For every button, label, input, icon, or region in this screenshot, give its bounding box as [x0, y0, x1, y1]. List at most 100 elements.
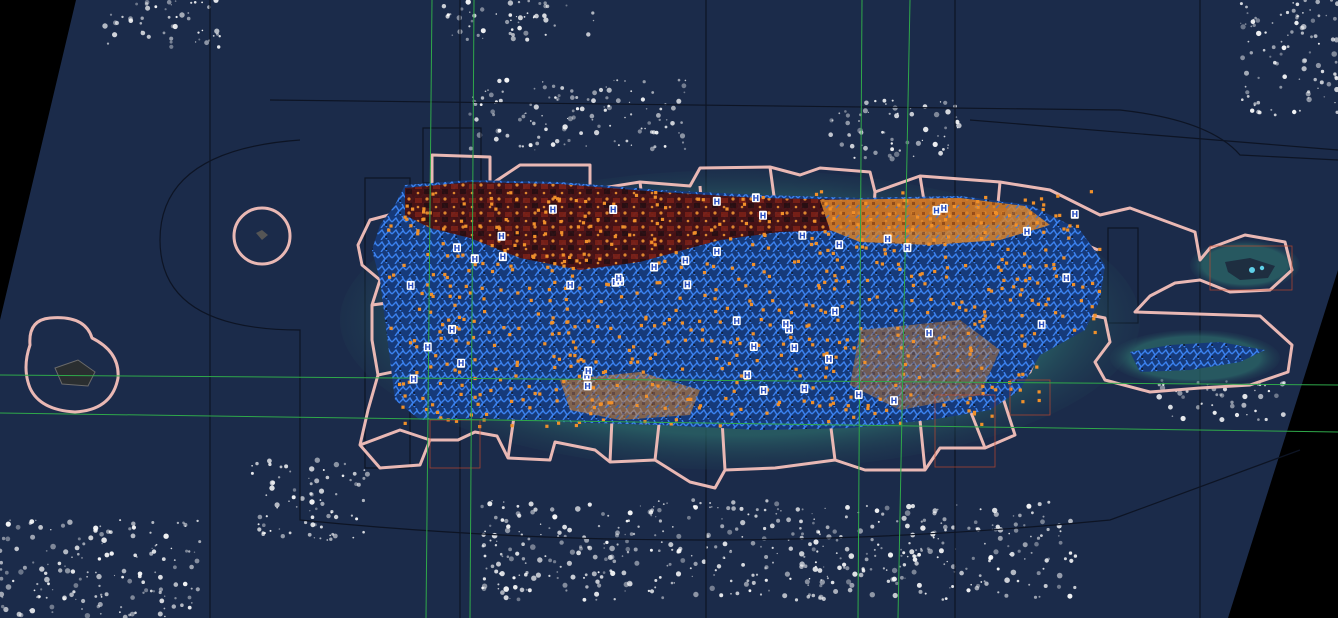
hospital-marker[interactable]: H — [448, 324, 457, 335]
hospital-marker[interactable]: H — [423, 342, 432, 352]
hospital-marker[interactable]: H — [457, 358, 466, 369]
hospital-marker[interactable]: H — [925, 328, 933, 339]
hospital-marker[interactable]: H — [712, 196, 721, 207]
cloud-speck — [501, 506, 505, 510]
cloud-speck — [1004, 593, 1009, 598]
hospital-marker[interactable]: H — [835, 240, 844, 250]
cloud-speck — [1056, 584, 1062, 589]
hospital-marker[interactable]: H — [1023, 226, 1031, 237]
hospital-marker[interactable]: H — [497, 231, 506, 242]
cloud-speck — [720, 524, 725, 529]
cloud-speck — [520, 533, 523, 536]
cloud-speck — [465, 37, 469, 42]
facility-point — [476, 402, 480, 406]
cloud-speck — [684, 79, 687, 82]
facility-point — [933, 269, 937, 274]
hospital-marker[interactable]: H — [732, 316, 741, 326]
facility-point — [755, 359, 759, 363]
cloud-speck — [873, 150, 878, 155]
facility-point — [752, 262, 756, 267]
hospital-marker[interactable]: H — [759, 210, 767, 221]
hospital-marker[interactable]: H — [759, 386, 768, 396]
cloud-speck — [877, 543, 880, 546]
hospital-marker[interactable]: H — [781, 319, 790, 329]
hospital-marker[interactable]: H — [932, 206, 941, 216]
facility-point — [976, 200, 980, 204]
facility-point — [401, 382, 406, 386]
hospital-marker[interactable]: H — [584, 366, 593, 377]
hospital-marker[interactable]: H — [830, 306, 839, 317]
cloud-speck — [607, 555, 613, 560]
cloud-speck — [81, 556, 83, 559]
facility-point — [487, 330, 491, 334]
facility-point — [822, 353, 826, 357]
cloud-speck — [571, 115, 576, 120]
facility-point — [422, 207, 426, 211]
hospital-marker[interactable]: H — [903, 243, 912, 253]
facility-point — [601, 418, 605, 422]
hospital-marker[interactable]: H — [939, 203, 948, 214]
facility-point — [1058, 213, 1062, 217]
hospital-marker-label: H — [1038, 320, 1045, 329]
cloud-speck — [1016, 579, 1020, 583]
facility-point — [417, 307, 422, 311]
cloud-speck — [1009, 553, 1011, 556]
hospital-marker[interactable]: H — [883, 234, 892, 245]
facility-point — [906, 354, 910, 358]
hospital-marker[interactable]: H — [614, 273, 623, 284]
cloud-speck — [548, 558, 552, 563]
facility-point — [1020, 314, 1024, 318]
facility-point — [945, 266, 949, 270]
hospital-marker[interactable]: H — [683, 280, 692, 290]
facility-point — [866, 406, 870, 411]
hospital-marker[interactable]: H — [650, 262, 659, 273]
hospital-marker[interactable]: H — [1037, 319, 1046, 330]
cloud-speck — [1317, 42, 1320, 45]
cloud-speck — [104, 552, 110, 558]
cloud-speck — [39, 566, 45, 572]
hospital-marker[interactable]: H — [453, 243, 461, 253]
cloud-speck — [880, 547, 883, 550]
hospital-marker[interactable]: H — [609, 205, 618, 215]
hospital-marker[interactable]: H — [751, 193, 760, 203]
hospital-marker[interactable]: H — [548, 204, 557, 215]
hospital-marker[interactable]: H — [712, 247, 721, 257]
facility-point — [956, 368, 960, 373]
cloud-speck — [803, 555, 806, 558]
facility-point — [552, 354, 556, 358]
hospital-marker[interactable]: H — [681, 256, 690, 266]
cloud-speck — [250, 471, 254, 475]
hospital-marker[interactable]: H — [825, 354, 833, 365]
hospital-marker[interactable]: H — [470, 254, 479, 264]
hospital-marker[interactable]: H — [800, 384, 809, 394]
cloud-speck — [1200, 402, 1203, 405]
facility-point — [495, 225, 499, 229]
facility-point — [601, 370, 606, 375]
hospital-marker[interactable]: H — [1070, 209, 1079, 220]
hospital-marker[interactable]: H — [498, 252, 507, 262]
hospital-marker[interactable]: H — [798, 230, 807, 241]
hospital-marker[interactable]: H — [749, 342, 758, 352]
hospital-marker[interactable]: H — [854, 390, 863, 400]
cloud-speck — [651, 91, 655, 94]
cloud-speck — [330, 511, 333, 514]
cloud-speck — [45, 596, 48, 599]
cloud-speck — [656, 113, 661, 118]
hospital-marker[interactable]: H — [1062, 273, 1071, 283]
hospital-marker[interactable]: H — [743, 370, 752, 380]
hospital-marker[interactable]: H — [583, 381, 592, 391]
facility-point — [983, 230, 987, 235]
hospital-marker[interactable]: H — [566, 280, 575, 291]
hospital-marker[interactable]: H — [406, 280, 415, 291]
cloud-speck — [693, 591, 699, 598]
facility-point — [887, 225, 891, 230]
hospital-marker[interactable]: H — [409, 374, 418, 385]
cloud-speck — [1323, 96, 1326, 98]
hospital-marker[interactable]: H — [890, 396, 898, 406]
hospital-marker[interactable]: H — [790, 343, 799, 353]
cloud-speck — [499, 552, 503, 556]
cloud-speck — [534, 149, 536, 151]
